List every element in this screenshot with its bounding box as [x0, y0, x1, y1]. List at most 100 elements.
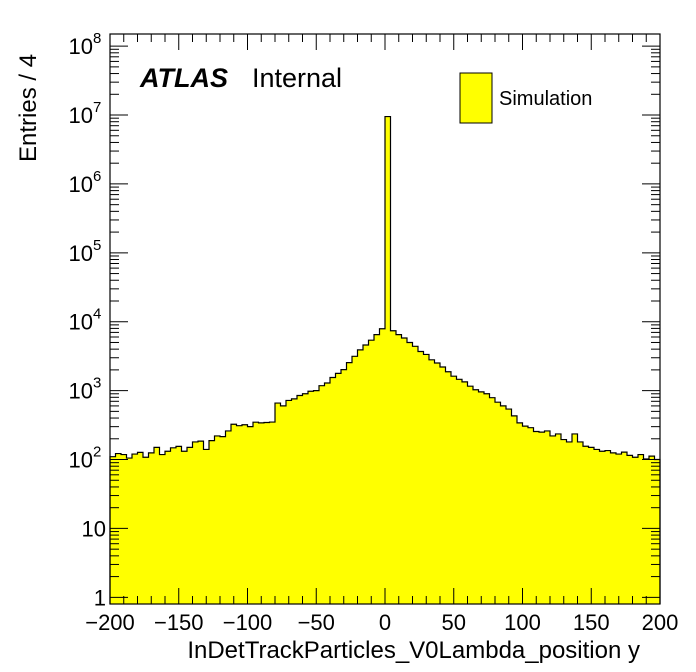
histogram-bin — [429, 359, 435, 604]
y-tick-label: 10 — [69, 172, 93, 197]
histogram — [109, 115, 661, 605]
histogram-bin — [396, 334, 402, 604]
x-tick-label: 200 — [642, 610, 679, 635]
histogram-bin — [533, 431, 540, 604]
histogram-bin — [324, 383, 331, 604]
x-tick-label: 50 — [442, 610, 466, 635]
histogram-bin — [594, 449, 600, 604]
histogram-bin — [165, 451, 171, 604]
histogram-bin — [286, 400, 292, 604]
legend-swatch — [459, 72, 493, 124]
histogram-bin — [605, 450, 611, 604]
histogram-bin — [423, 354, 430, 604]
histogram-bin — [434, 362, 441, 604]
internal-label: Internal — [252, 63, 342, 93]
histogram-bin — [517, 422, 523, 604]
y-tick-label: 10 — [69, 241, 93, 266]
y-tick-label: 10 — [69, 103, 93, 128]
histogram-bin — [632, 457, 639, 604]
histogram-bin — [522, 426, 529, 604]
histogram-bin — [385, 116, 391, 605]
y-axis-title: Entries / 4 — [15, 54, 42, 162]
histogram-bin — [352, 356, 358, 604]
y-tick-label: 10 — [69, 448, 93, 473]
histogram-bin — [500, 405, 507, 604]
y-tick-exponent: 6 — [93, 168, 101, 185]
histogram-bin — [308, 391, 314, 604]
histogram-bin — [418, 351, 424, 604]
histogram-bin — [214, 435, 221, 604]
histogram-bin — [192, 441, 199, 604]
histogram-bin — [478, 391, 485, 604]
histogram-bin — [291, 398, 298, 604]
y-tick-label: 10 — [69, 310, 93, 335]
histogram-bin — [231, 424, 237, 604]
histogram-bin — [335, 373, 342, 604]
histogram-bin — [132, 454, 138, 604]
histogram-bin — [209, 440, 215, 604]
histogram-bin — [379, 328, 386, 604]
histogram-outline — [109, 115, 661, 604]
histogram-bin — [137, 452, 144, 604]
y-tick-label: 10 — [82, 516, 106, 541]
histogram-bin — [544, 430, 551, 604]
x-tick-label: −200 — [85, 610, 135, 635]
histogram-bin — [407, 342, 413, 604]
histogram-bin — [489, 397, 496, 604]
y-tick-label: 1 — [94, 585, 106, 610]
x-tick-label: 0 — [379, 610, 391, 635]
histogram-bin — [456, 379, 463, 604]
histogram-bin — [264, 422, 270, 604]
atlas-label: ATLAS — [139, 63, 228, 93]
histogram-bin — [462, 381, 468, 604]
histogram-bin — [187, 447, 193, 604]
histogram-bin — [627, 455, 633, 604]
histogram-bin — [203, 449, 210, 604]
histogram-bin — [297, 395, 303, 604]
histogram-bin — [126, 458, 133, 604]
y-tick-label: 10 — [69, 34, 93, 59]
histogram-bin — [242, 424, 248, 604]
histogram-bin — [121, 454, 127, 604]
histogram-bin — [363, 344, 369, 604]
histogram-bin — [577, 441, 584, 604]
axis-ticks — [109, 34, 661, 604]
histogram-bin — [649, 456, 655, 604]
histogram-bin — [528, 427, 534, 604]
histogram-bin — [506, 409, 512, 604]
y-tick-label: 10 — [69, 379, 93, 404]
histogram-bin — [258, 422, 265, 604]
histogram-bin — [473, 389, 479, 604]
histogram-bin — [495, 402, 501, 604]
histogram-bin — [154, 447, 160, 604]
histogram-bin — [220, 436, 226, 604]
histogram-bin — [269, 422, 276, 604]
histogram-bin — [346, 362, 353, 604]
histogram-bin — [638, 454, 644, 604]
histogram-bin — [566, 441, 573, 604]
histogram-bin — [198, 441, 204, 604]
histogram-bin — [341, 369, 347, 604]
histogram-bin — [643, 458, 650, 604]
x-tick-label: −150 — [154, 610, 204, 635]
x-tick-label: 100 — [504, 610, 541, 635]
histogram-bin — [368, 340, 375, 604]
histogram-bin — [467, 386, 474, 604]
histogram-bin — [539, 432, 545, 604]
histogram-bin — [412, 346, 419, 604]
histogram-bin — [236, 425, 243, 604]
histogram-bin — [319, 385, 325, 604]
x-tick-label: 150 — [573, 610, 610, 635]
y-tick-exponent: 3 — [93, 375, 101, 392]
x-tick-label: −100 — [223, 610, 273, 635]
histogram-bin — [401, 338, 408, 604]
histogram-bin — [621, 452, 628, 604]
histogram-bin — [148, 452, 155, 604]
histogram-bin — [313, 390, 320, 604]
histogram-bin — [159, 454, 166, 604]
histogram-bin — [588, 447, 595, 604]
histogram-bin — [143, 457, 149, 604]
histogram-bin — [170, 447, 177, 604]
